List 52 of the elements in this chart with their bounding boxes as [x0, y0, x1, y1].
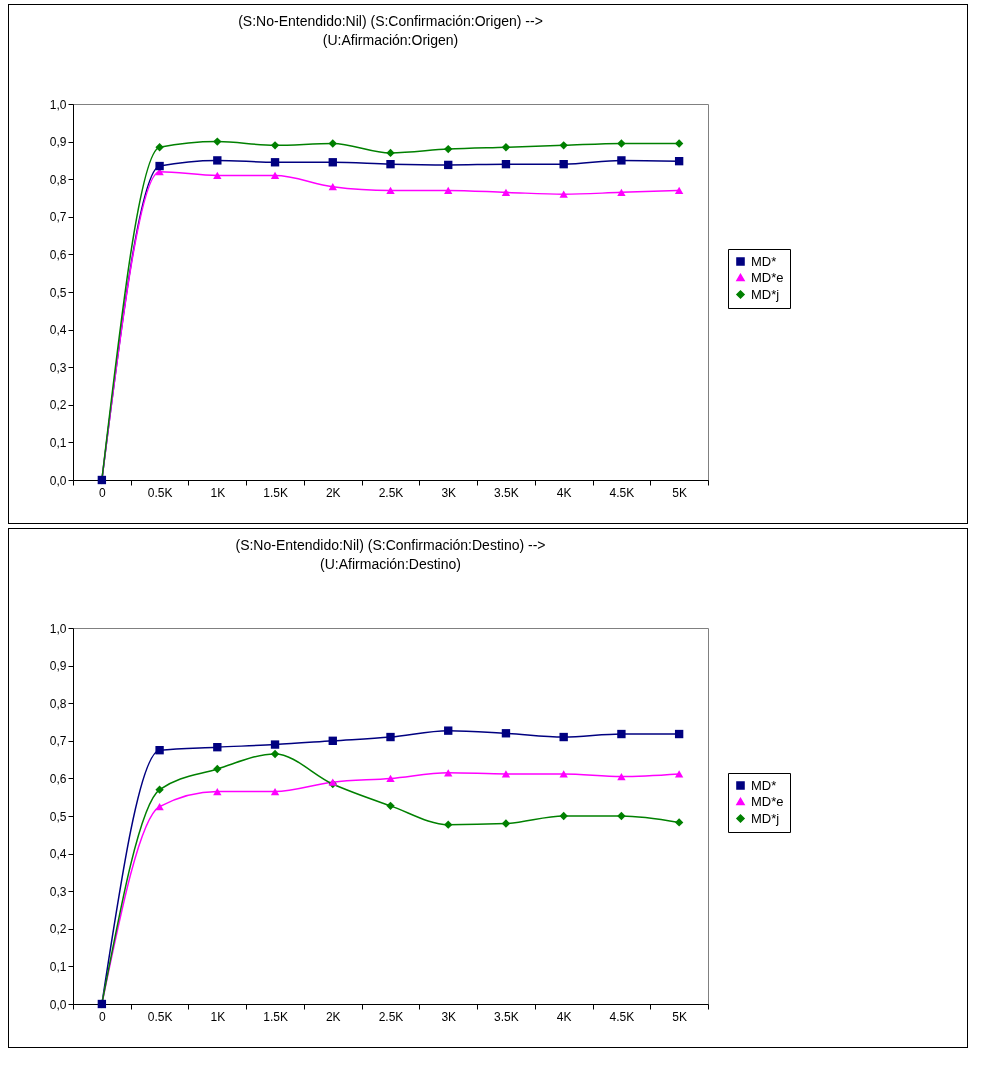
y-tick-label: 0,1 [49, 959, 67, 974]
y-tick-label: 0,2 [49, 922, 67, 937]
x-tick-label: 2K [325, 1009, 341, 1024]
y-tick-label: 0,9 [49, 659, 67, 674]
legend-label: MD* [751, 253, 777, 269]
y-tick-label: 0,4 [49, 323, 67, 338]
x-tick-label: 3K [441, 485, 457, 500]
legend-label: MD*e [751, 269, 784, 285]
y-tick-label: 1,0 [49, 621, 67, 636]
legend-label: MD* [751, 777, 777, 793]
y-tick-label: 0,2 [49, 398, 67, 413]
y-tick-label: 0,6 [49, 247, 67, 262]
x-tick-label: 4K [556, 1009, 572, 1024]
y-tick-label: 0,7 [49, 734, 67, 749]
y-tick-label: 0,4 [49, 847, 67, 862]
y-tick-label: 0,8 [49, 172, 67, 187]
x-tick-label: 5K [672, 485, 687, 500]
legend-label: MD*e [751, 793, 784, 809]
x-tick-label: 1.5K [263, 485, 288, 500]
x-tick-label: 1K [210, 485, 226, 500]
y-tick-label: 0,8 [49, 696, 67, 711]
y-tick-label: 0,3 [49, 884, 67, 899]
x-tick-label: 2.5K [378, 485, 404, 500]
y-tick-label: 0,6 [49, 771, 67, 786]
legend-label: MD*j [751, 286, 780, 302]
x-tick-label: 0 [99, 1009, 107, 1024]
y-tick-label: 0,0 [49, 997, 67, 1012]
y-tick-label: 0,5 [49, 809, 67, 824]
y-tick-label: 0,7 [49, 210, 67, 225]
x-tick-label: 0.5K [147, 1009, 173, 1024]
chart-title: (S:No-Entendido:Nil) (S:Confirmación:Destino) --> (U:Afirmación:Destino) [235, 537, 546, 572]
x-tick-label: 4K [556, 485, 572, 500]
x-tick-label: 5K [672, 1009, 687, 1024]
x-tick-label: 4.5K [609, 485, 635, 500]
x-tick-label: 2.5K [378, 1009, 404, 1024]
y-tick-label: 1,0 [49, 97, 67, 112]
x-tick-label: 3K [441, 1009, 457, 1024]
x-tick-label: 0 [99, 485, 107, 500]
x-tick-label: 3.5K [494, 485, 519, 500]
legend-label: MD*j [751, 810, 780, 826]
chart-title: (S:No-Entendido:Nil) (S:Confirmación:Origen) --> (U:Afirmación:Origen) [238, 13, 543, 48]
y-tick-label: 0,3 [49, 360, 67, 375]
y-tick-label: 0,5 [49, 285, 67, 300]
x-tick-label: 4.5K [609, 1009, 635, 1024]
y-tick-label: 0,1 [49, 435, 67, 450]
x-tick-label: 2K [325, 485, 341, 500]
x-tick-label: 1K [210, 1009, 226, 1024]
x-tick-label: 1.5K [263, 1009, 288, 1024]
y-tick-label: 0,9 [49, 135, 67, 150]
y-tick-label: 0,0 [49, 473, 67, 488]
x-tick-label: 3.5K [494, 1009, 519, 1024]
x-tick-label: 0.5K [147, 485, 173, 500]
